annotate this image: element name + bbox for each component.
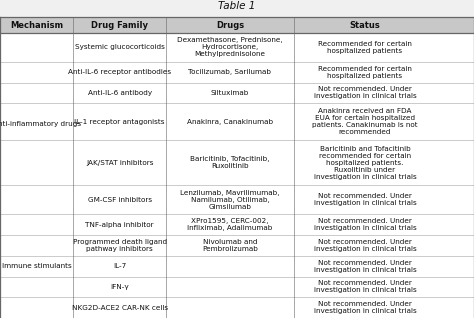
- Text: Not recommended. Under
investigation in clinical trials: Not recommended. Under investigation in …: [314, 193, 416, 206]
- Text: Drug Family: Drug Family: [91, 21, 148, 30]
- Text: Not recommended. Under
investigation in clinical trials: Not recommended. Under investigation in …: [314, 86, 416, 100]
- Text: Not recommended. Under
investigation in clinical trials: Not recommended. Under investigation in …: [314, 260, 416, 273]
- Text: Status: Status: [350, 21, 380, 30]
- Text: Not recommended. Under
investigation in clinical trials: Not recommended. Under investigation in …: [314, 301, 416, 314]
- Text: Anakinra, Canakinumab: Anakinra, Canakinumab: [187, 119, 273, 125]
- Text: Nivolumab and
Pembrolizumab: Nivolumab and Pembrolizumab: [202, 239, 258, 252]
- Text: Anti-IL-6 receptor antibodies: Anti-IL-6 receptor antibodies: [68, 69, 171, 75]
- Text: Dexamethasone, Prednisone,
Hydrocortisone,
Methylprednisolone: Dexamethasone, Prednisone, Hydrocortison…: [177, 38, 283, 57]
- Text: Programmed death ligand
pathway inhibitors: Programmed death ligand pathway inhibito…: [73, 239, 167, 252]
- Text: Not recommended. Under
investigation in clinical trials: Not recommended. Under investigation in …: [314, 280, 416, 294]
- Text: TNF-alpha inhibitor: TNF-alpha inhibitor: [85, 222, 154, 228]
- Text: XPro1595, CERC-002,
Infliximab, Adalimumab: XPro1595, CERC-002, Infliximab, Adalimum…: [187, 218, 273, 231]
- Text: JAK/STAT inhibitors: JAK/STAT inhibitors: [86, 160, 154, 166]
- Text: Siltuximab: Siltuximab: [211, 90, 249, 96]
- Text: IFN-γ: IFN-γ: [110, 284, 129, 290]
- Text: Not recommended. Under
investigation in clinical trials: Not recommended. Under investigation in …: [314, 218, 416, 231]
- Text: IL-1 receptor antagonists: IL-1 receptor antagonists: [74, 119, 165, 125]
- Text: Drugs: Drugs: [216, 21, 244, 30]
- Text: Recommended for certain
hospitalized patients: Recommended for certain hospitalized pat…: [318, 41, 412, 54]
- Text: Anti-IL-6 antibody: Anti-IL-6 antibody: [88, 90, 152, 96]
- Text: NKG2D-ACE2 CAR-NK cells: NKG2D-ACE2 CAR-NK cells: [72, 305, 168, 311]
- Text: GM-CSF inhibitors: GM-CSF inhibitors: [88, 197, 152, 203]
- Text: Recommended for certain
hospitalized patients: Recommended for certain hospitalized pat…: [318, 66, 412, 79]
- Text: Immune stimulants: Immune stimulants: [2, 263, 72, 269]
- Text: Systemic glucocorticoids: Systemic glucocorticoids: [75, 45, 164, 50]
- Text: Lenzilumab, Mavrilimumab,
Namilumab, Otilimab,
Gimsilumab: Lenzilumab, Mavrilimumab, Namilumab, Oti…: [180, 190, 280, 210]
- Text: Anakinra received an FDA
EUA for certain hospitalized
patients. Canakinumab is n: Anakinra received an FDA EUA for certain…: [312, 108, 418, 135]
- Text: Mechanism: Mechanism: [10, 21, 64, 30]
- Text: Tocilizumab, Sarilumab: Tocilizumab, Sarilumab: [188, 69, 272, 75]
- Text: Baricitinib and Tofacitinib
recommended for certain
hospitalized patients.
Ruxol: Baricitinib and Tofacitinib recommended …: [314, 146, 416, 180]
- Text: Table 1: Table 1: [219, 1, 255, 11]
- Text: IL-7: IL-7: [113, 263, 126, 269]
- Text: Anti-inflammatory drugs: Anti-inflammatory drugs: [0, 121, 81, 127]
- Text: Baricitinib, Tofacitinib,
Ruxolitinib: Baricitinib, Tofacitinib, Ruxolitinib: [190, 156, 270, 169]
- Text: Not recommended. Under
investigation in clinical trials: Not recommended. Under investigation in …: [314, 239, 416, 252]
- Bar: [0, 17, 474, 33]
